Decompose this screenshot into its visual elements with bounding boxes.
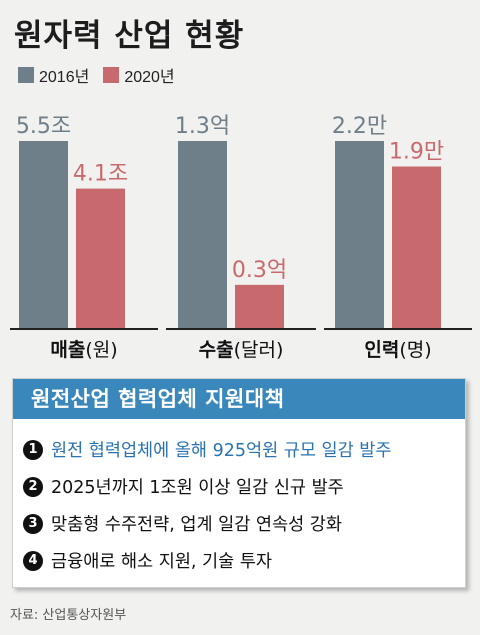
category-label: 인력(명)	[364, 339, 431, 361]
legend-label-2016: 2016년	[39, 69, 90, 86]
list-item: 1 원전 협력업체에 올해 925억원 규모 일감 발주	[23, 431, 459, 468]
category-label: 수출(달러)	[199, 339, 284, 361]
number-badge: 1	[23, 439, 43, 460]
legend-swatch-2020	[103, 67, 120, 83]
list-item: 2 2025년까지 1조원 이상 일감 신규 발주	[23, 468, 459, 505]
bar-인력-2016년	[335, 141, 384, 328]
data-label: 0.3억	[232, 258, 287, 283]
bar-매출-2020년	[76, 188, 125, 328]
panel-title: 원전산업 협력업체 지원대책	[13, 379, 465, 419]
panel-list: 1 원전 협력업체에 올해 925억원 규모 일감 발주 2 2025년까지 1…	[23, 431, 459, 579]
bar-수출-2016년	[178, 141, 227, 328]
list-item-text: 원전 협력업체에 올해 925억원 규모 일감 발주	[51, 441, 392, 461]
data-label: 1.3억	[175, 114, 230, 139]
list-item-text: 2025년까지 1조원 이상 일감 신규 발주	[51, 478, 344, 498]
legend: 2016년 2020년	[18, 63, 189, 87]
bar-수출-2020년	[235, 284, 284, 328]
legend-item-2016: 2016년	[18, 63, 89, 87]
source-note: 자료: 산업통상자원부	[10, 608, 127, 623]
page-title: 원자력 산업 현황	[14, 18, 245, 54]
list-item-text: 금융애로 해소 지원, 기술 투자	[51, 552, 273, 572]
category-label: 매출(원)	[50, 339, 117, 361]
list-item-text: 맞춤형 수주전략, 업계 일감 연속성 강화	[51, 515, 342, 535]
list-item: 3 맞춤형 수주전략, 업계 일감 연속성 강화	[23, 505, 459, 542]
legend-label-2020: 2020년	[124, 69, 175, 86]
data-label: 5.5조	[16, 114, 71, 139]
support-panel: 원전산업 협력업체 지원대책 1 원전 협력업체에 올해 925억원 규모 일감…	[12, 378, 466, 588]
legend-swatch-2016	[18, 67, 34, 83]
data-label: 1.9만	[389, 140, 444, 165]
number-badge: 3	[23, 513, 43, 534]
bar-매출-2016년	[19, 141, 68, 328]
bar-인력-2020년	[392, 166, 441, 328]
number-badge: 4	[23, 550, 43, 571]
list-item: 4 금융애로 해소 지원, 기술 투자	[23, 542, 459, 579]
legend-item-2020: 2020년	[103, 63, 175, 87]
data-label: 2.2만	[332, 114, 387, 139]
data-label: 4.1조	[73, 162, 128, 187]
number-badge: 2	[23, 476, 43, 497]
